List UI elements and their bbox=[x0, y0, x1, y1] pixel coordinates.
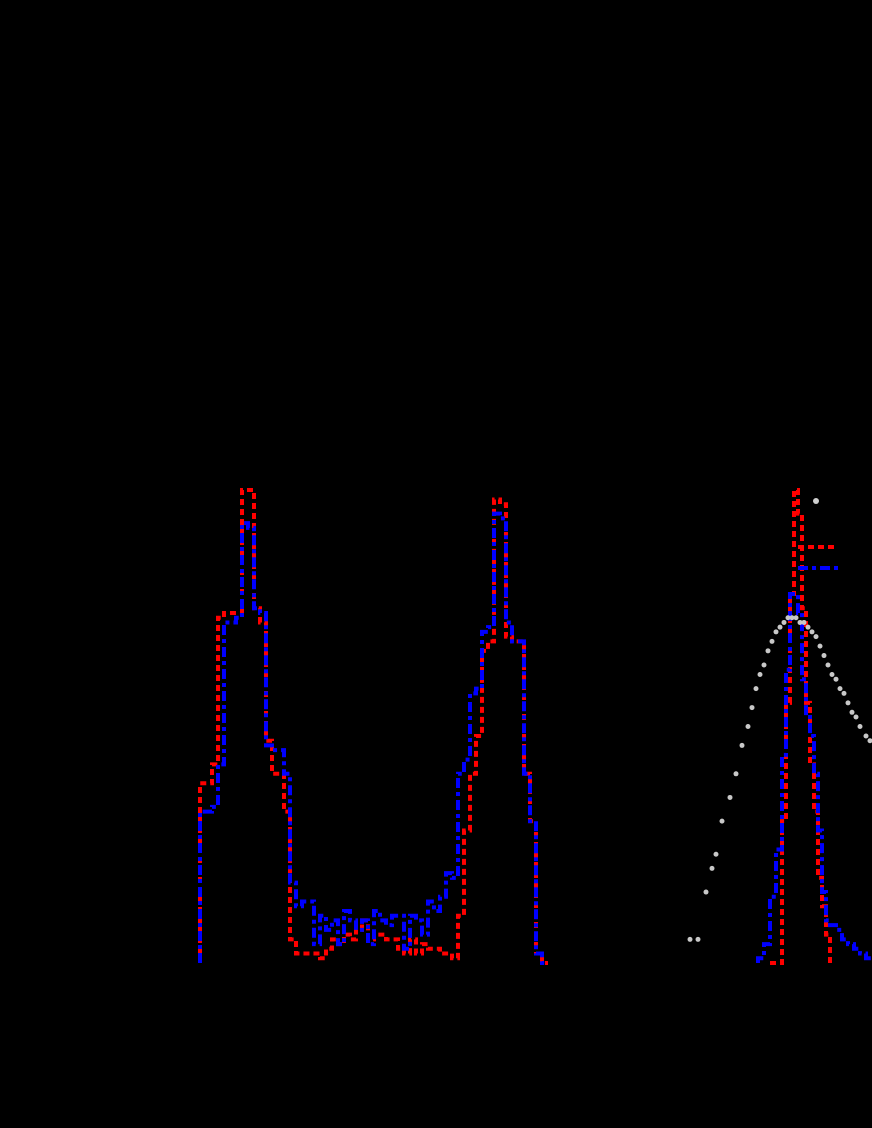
gray-data-point bbox=[757, 671, 763, 677]
gray-data-point bbox=[719, 818, 725, 824]
gray-data-point bbox=[687, 936, 693, 942]
gray-data-point bbox=[789, 615, 795, 621]
gray-data-point bbox=[713, 851, 719, 857]
gray-data-point bbox=[773, 629, 779, 635]
gray-data-point bbox=[837, 686, 843, 692]
gray-data-point bbox=[825, 662, 831, 668]
right-histogram-panel bbox=[687, 488, 872, 965]
gray-data-point bbox=[849, 709, 855, 715]
gray-data-point bbox=[785, 615, 791, 621]
legend bbox=[798, 498, 840, 570]
gray-data-point bbox=[809, 629, 815, 635]
legend-gray-dot-marker bbox=[813, 498, 819, 504]
gray-data-point bbox=[695, 936, 701, 942]
left-histogram-panel bbox=[198, 488, 548, 965]
blue-dashdot-histogram-line bbox=[756, 592, 872, 963]
gray-data-point bbox=[745, 724, 751, 729]
gray-data-point bbox=[727, 794, 733, 800]
gray-data-point bbox=[853, 714, 859, 720]
gray-data-point bbox=[739, 742, 745, 748]
gray-data-point bbox=[777, 624, 783, 630]
gray-data-point bbox=[733, 771, 739, 777]
gray-data-point bbox=[867, 738, 872, 744]
blue-dashdot-histogram-line bbox=[198, 511, 548, 965]
gray-data-point bbox=[781, 619, 787, 625]
gray-data-point bbox=[703, 889, 709, 895]
gray-data-point bbox=[797, 619, 803, 625]
gray-data-point bbox=[829, 671, 835, 677]
gray-data-point bbox=[833, 676, 839, 682]
gray-data-point bbox=[841, 690, 847, 696]
gray-data-point bbox=[793, 615, 799, 621]
gray-data-point bbox=[761, 662, 767, 668]
gray-data-point bbox=[813, 634, 819, 640]
gray-data-point bbox=[749, 705, 755, 711]
gray-data-point bbox=[801, 619, 807, 625]
gray-data-point bbox=[817, 643, 823, 649]
gray-data-point bbox=[709, 865, 715, 871]
gray-data-point bbox=[765, 648, 771, 654]
red-dashed-histogram-line bbox=[770, 488, 834, 965]
gray-data-point bbox=[805, 624, 811, 630]
gray-data-point bbox=[753, 686, 759, 692]
gray-data-point bbox=[821, 653, 827, 659]
gray-data-point bbox=[845, 700, 851, 706]
gray-data-point bbox=[863, 733, 869, 739]
gray-data-point bbox=[769, 638, 775, 644]
gray-data-point bbox=[857, 724, 863, 729]
